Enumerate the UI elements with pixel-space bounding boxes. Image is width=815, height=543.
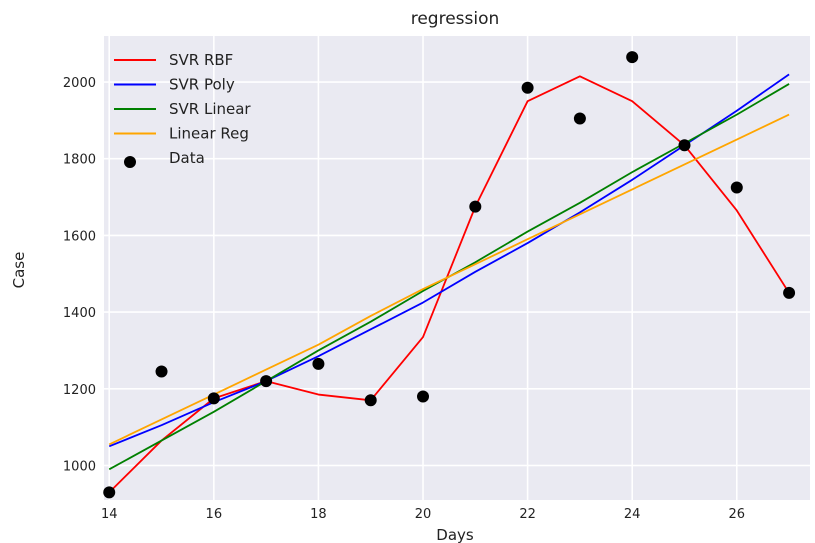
y-tick-label: 2000 [63,76,96,91]
x-tick-label: 24 [624,507,641,522]
x-tick-label: 22 [519,507,536,522]
y-tick-label: 1800 [63,153,96,168]
data-point [207,392,220,405]
legend-label-svr-rbf: SVR RBF [169,51,233,69]
data-point [312,357,325,370]
x-tick-label: 18 [310,507,327,522]
x-tick-label: 20 [415,507,432,522]
x-tick-label: 14 [101,507,118,522]
data-point [155,365,168,378]
y-tick-label: 1000 [63,459,96,474]
legend-label-linear-reg: Linear Reg [169,125,249,143]
series-line-linear-reg [108,113,790,446]
x-axis-label: Days [436,526,474,543]
data-point [417,390,430,403]
data-point [103,486,116,499]
series-lines [108,73,790,493]
y-tick-label: 1600 [63,229,96,244]
data-point [521,81,534,94]
x-tick-labels: 14 16 18 20 22 24 26 [101,507,745,522]
plot-background [104,36,810,500]
chart-title: regression [411,9,500,29]
data-point [469,200,482,213]
data-points [103,51,796,499]
data-point [626,51,639,64]
legend-label-data: Data [169,149,205,167]
series-line-svr-poly [108,73,790,448]
y-tick-label: 1200 [63,383,96,398]
legend-label-svr-poly: SVR Poly [169,76,235,94]
data-point [364,394,377,407]
x-tick-label: 16 [206,507,223,522]
grid-lines [104,36,810,500]
y-tick-labels: 1000 1200 1400 1600 1800 2000 [63,76,96,474]
data-point [678,139,691,152]
x-tick-label: 26 [729,507,746,522]
legend: SVR RBF SVR Poly SVR Linear Linear Reg Data [114,51,251,168]
y-tick-label: 1400 [63,306,96,321]
legend-swatch-data [124,156,136,168]
data-point [730,181,743,194]
data-point [573,112,586,125]
series-line-svr-rbf [108,75,790,493]
data-point [260,375,273,388]
y-axis-label: Case [10,252,28,289]
legend-label-svr-linear: SVR Linear [169,100,251,118]
data-point [783,286,796,299]
